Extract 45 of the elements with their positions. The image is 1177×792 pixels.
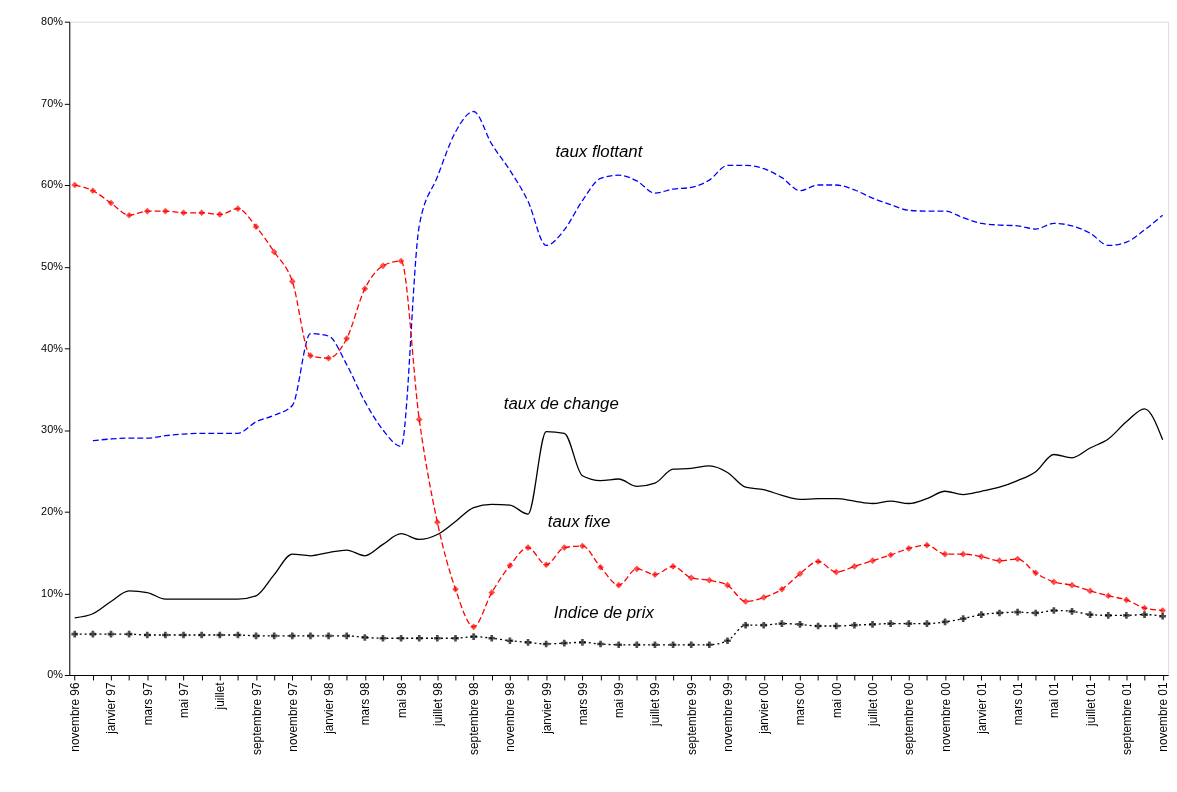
y-tick-label: 50% <box>41 260 64 273</box>
line-series <box>92 110 1164 447</box>
x-tick-label: septembre 98 <box>467 682 482 755</box>
x-tick-label: mai 97 <box>176 682 191 719</box>
annotation: taux de change <box>503 393 619 413</box>
x-tick-label: septembre 97 <box>249 682 264 755</box>
x-tick-label: mars 01 <box>1011 682 1026 726</box>
y-tick-label: 80% <box>41 15 64 28</box>
x-tick-label: janvier 99 <box>539 682 554 735</box>
x-tick-label: janvier 97 <box>104 682 119 735</box>
x-tick-label: novembre 97 <box>285 682 300 752</box>
y-tick-label: 60% <box>41 178 64 191</box>
x-tick-label: novembre 96 <box>68 682 83 752</box>
x-tick-label: septembre 00 <box>902 682 917 755</box>
x-tick-label: mai 99 <box>612 682 627 719</box>
x-tick-label: novembre 00 <box>938 682 953 752</box>
x-tick-label: mars 97 <box>140 682 155 726</box>
annotation: taux fixe <box>547 511 611 531</box>
x-tick-label: janvier 00 <box>757 682 772 735</box>
y-tick-label: 20% <box>41 505 64 518</box>
x-tick-label: mai 98 <box>394 682 409 719</box>
x-tick-label: novembre 98 <box>503 682 518 752</box>
x-tick-label: juillet 98 <box>430 682 445 727</box>
x-tick-label: mars 00 <box>793 682 808 726</box>
x-tick-label: juillet 00 <box>865 682 880 727</box>
x-tick-label: mars 98 <box>358 682 373 726</box>
x-tick-label: juillet 01 <box>1083 682 1098 727</box>
y-tick-label: 10% <box>41 586 64 599</box>
x-tick-label: septembre 99 <box>684 682 699 755</box>
x-tick-label: janvier 98 <box>322 682 337 735</box>
x-tick-label: mai 00 <box>829 682 844 719</box>
annotation: Indice de prix <box>553 602 655 622</box>
x-tick-label: novembre 01 <box>1156 682 1171 752</box>
y-tick-label: 40% <box>41 341 64 354</box>
x-tick-label: janvier 01 <box>974 682 989 735</box>
x-tick-label: septembre 01 <box>1119 682 1134 755</box>
x-tick-label: mars 99 <box>575 682 590 726</box>
y-tick-label: 70% <box>41 96 64 109</box>
annotation: taux flottant <box>555 142 644 162</box>
x-tick-label: mai 01 <box>1047 682 1062 719</box>
y-tick-label: 30% <box>41 423 64 436</box>
x-tick-label: juillet 99 <box>648 682 663 727</box>
x-tick-label: novembre 99 <box>720 682 735 752</box>
x-tick-label: juillet <box>213 681 228 711</box>
y-tick-label: 0% <box>47 668 64 681</box>
